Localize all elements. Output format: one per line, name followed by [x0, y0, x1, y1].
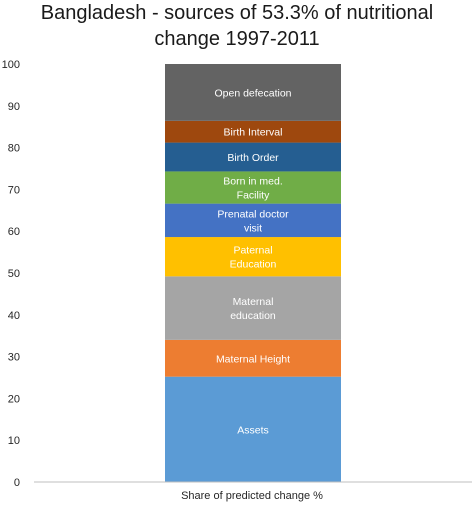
segment-label: Born in med. Facility — [223, 176, 283, 202]
segment-label-line: Birth Order — [227, 152, 279, 164]
y-tick-label: 10 — [8, 435, 20, 447]
y-tick-label: 90 — [8, 101, 20, 113]
segment-label-line: Birth Interval — [224, 127, 283, 139]
bar-segment — [165, 237, 341, 277]
chart-title-line-1: Bangladesh - sources of 53.3% of nutriti… — [41, 2, 433, 24]
segment-label-line: Born in med. — [223, 176, 283, 188]
segment-label-line: Maternal Height — [216, 353, 290, 365]
y-tick-label: 50 — [8, 268, 20, 280]
y-axis: 0 10 20 30 40 50 60 70 80 90 100 — [2, 59, 20, 489]
segment-label: Paternal Education — [230, 245, 277, 271]
y-tick-label: 80 — [8, 143, 20, 155]
segment-label-line: education — [230, 310, 276, 322]
chart-title-line-2: change 1997-2011 — [154, 28, 319, 50]
segment-label: Assets — [237, 424, 269, 436]
y-tick-label: 60 — [8, 226, 20, 238]
y-tick-label: 20 — [8, 393, 20, 405]
segment-label-line: Maternal — [233, 296, 274, 308]
segment-label-line: Assets — [237, 424, 269, 436]
bar-segment — [165, 339, 341, 377]
segment-label: Maternal education — [230, 296, 276, 322]
bar-segment — [165, 171, 341, 204]
bar-segment — [165, 64, 341, 121]
bar-segment — [165, 142, 341, 172]
x-axis-label: Share of predicted change % — [181, 490, 323, 502]
bar-segment — [165, 120, 341, 143]
segment-label: Birth Interval — [224, 127, 283, 139]
bar-segment — [165, 276, 341, 340]
bar-segment — [165, 376, 341, 482]
segment-label: Open defecation — [214, 87, 291, 99]
y-tick-label: 0 — [14, 477, 20, 489]
segment-label-line: Open defecation — [214, 87, 291, 99]
bar-segments: Assets Maternal Height Maternal education Pa… — [165, 64, 341, 482]
y-tick-label: 100 — [2, 59, 20, 71]
segment-label-line: Paternal — [233, 245, 272, 257]
segment-label: Maternal Height — [216, 353, 290, 365]
segment-label-line: Education — [230, 259, 277, 271]
segment-label-line: Facility — [237, 190, 270, 202]
bar-segment — [165, 203, 341, 238]
segment-label: Prenatal doctor visit — [217, 208, 289, 234]
segment-label: Birth Order — [227, 152, 279, 164]
y-tick-label: 30 — [8, 352, 20, 364]
y-tick-label: 70 — [8, 184, 20, 196]
y-tick-label: 40 — [8, 310, 20, 322]
segment-label-line: Prenatal doctor — [217, 208, 289, 220]
segment-label-line: visit — [244, 222, 262, 234]
